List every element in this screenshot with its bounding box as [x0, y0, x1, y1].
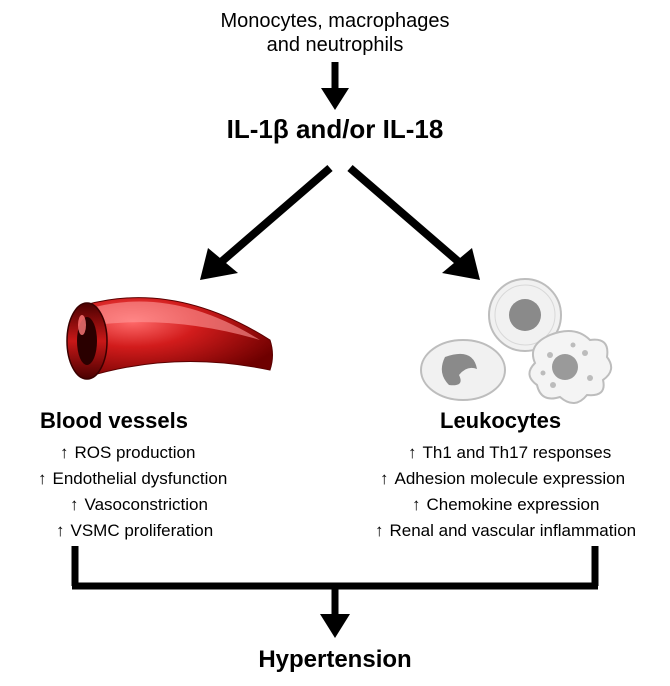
blood-vessel-effect-item: ↑ Vasoconstriction — [70, 492, 350, 518]
up-arrow-icon: ↑ — [38, 466, 47, 492]
outcome-text: Hypertension — [258, 646, 411, 673]
blood-vessel-effect-item: ↑ VSMC proliferation — [56, 518, 336, 544]
arrow-source-to-cytokines — [315, 62, 355, 110]
blood-vessel-effect-item: ↑ ROS production — [60, 440, 340, 466]
leukocyte-effect-item: ↑ Renal and vascular inflammation — [375, 518, 670, 544]
up-arrow-icon: ↑ — [412, 492, 421, 518]
leukocytes-icon — [415, 275, 615, 410]
source-line1: Monocytes, macrophages — [220, 10, 449, 32]
up-arrow-icon: ↑ — [408, 440, 417, 466]
up-arrow-icon: ↑ — [56, 518, 65, 544]
leukocyte-effect-item: ↑ Chemokine expression — [412, 492, 670, 518]
blood-vessels-title: Blood vessels — [40, 408, 300, 434]
blood-vessels-title-text: Blood vessels — [40, 408, 188, 433]
arrow-to-hypertension — [70, 546, 600, 641]
up-arrow-icon: ↑ — [70, 492, 79, 518]
effect-text: Endothelial dysfunction — [53, 469, 228, 488]
leukocytes-title-text: Leukocytes — [440, 408, 561, 433]
up-arrow-icon: ↑ — [380, 466, 389, 492]
effect-text: VSMC proliferation — [71, 521, 214, 540]
cytokines-label: IL-1β and/or IL-18 — [0, 114, 670, 145]
source-cells-line2: and neutrophils — [0, 34, 670, 57]
outcome-label: Hypertension — [0, 646, 670, 674]
blood-vessel-icon — [55, 285, 280, 400]
cytokines-text: IL-1β and/or IL-18 — [227, 114, 444, 144]
blood-vessels-effects-list: ↑ ROS production ↑ Endothelial dysfunction ↑… — [18, 440, 298, 544]
effect-text: Adhesion molecule expression — [395, 469, 626, 488]
effect-text: Chemokine expression — [427, 495, 600, 514]
up-arrow-icon: ↑ — [375, 518, 384, 544]
arrow-to-blood-vessels — [180, 158, 350, 298]
leukocytes-effects-list: ↑ Th1 and Th17 responses ↑ Adhesion molecul… — [370, 440, 670, 544]
effect-text: Vasoconstriction — [85, 495, 208, 514]
leukocyte-effect-item: ↑ Adhesion molecule expression — [380, 466, 670, 492]
effect-text: Th1 and Th17 responses — [423, 443, 612, 462]
up-arrow-icon: ↑ — [60, 440, 69, 466]
leukocyte-effect-item: ↑ Th1 and Th17 responses — [408, 440, 670, 466]
leukocytes-title: Leukocytes — [440, 408, 660, 434]
effect-text: Renal and vascular inflammation — [390, 521, 637, 540]
source-cells-line1: Monocytes, macrophages — [0, 10, 670, 33]
blood-vessel-effect-item: ↑ Endothelial dysfunction — [38, 466, 318, 492]
source-line2: and neutrophils — [267, 34, 404, 56]
effect-text: ROS production — [75, 443, 196, 462]
